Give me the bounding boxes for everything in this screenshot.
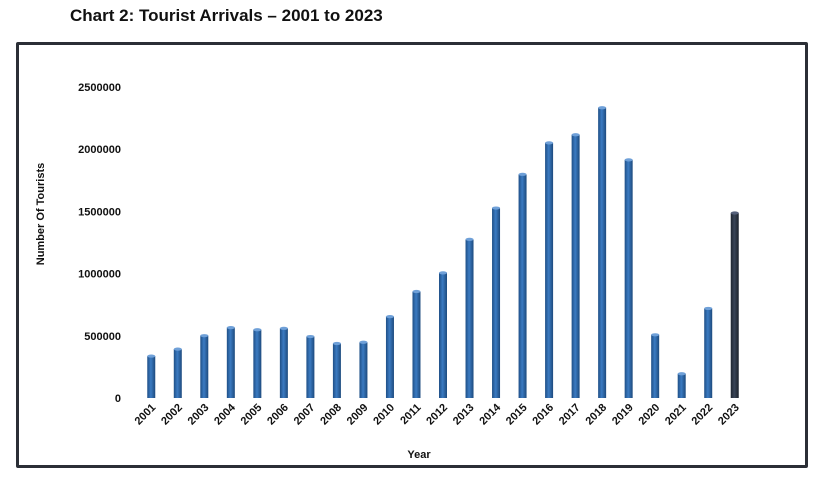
bar-2006	[279, 328, 288, 398]
x-axis-title: Year	[407, 449, 431, 461]
bar-2016	[545, 142, 554, 398]
x-tick-label: 2001	[133, 402, 159, 428]
bar-cap	[518, 172, 527, 176]
bar-cap	[385, 315, 394, 319]
bar-cap	[704, 306, 713, 311]
bar-cap	[651, 333, 660, 337]
bar-cap	[226, 325, 235, 330]
bar-cap	[465, 237, 474, 241]
bar-cap	[730, 211, 739, 215]
bar-cap	[412, 289, 421, 294]
x-tick-label: 2010	[371, 402, 397, 428]
x-tick-label: 2009	[345, 402, 371, 428]
x-tick-label: 2007	[292, 402, 318, 428]
x-tick-label: 2006	[265, 402, 291, 428]
bar-cap	[545, 141, 554, 145]
x-tick-label: 2008	[318, 402, 344, 428]
x-tick-label: 2019	[610, 402, 636, 428]
bar-cap	[147, 354, 156, 358]
bar-cap	[439, 271, 447, 275]
bar-2017	[571, 134, 580, 398]
x-tick-label: 2016	[530, 402, 556, 428]
bar-2002	[173, 349, 182, 398]
bar-2010	[385, 316, 394, 398]
bar-2023	[730, 213, 739, 398]
bar-2004	[226, 327, 235, 398]
bar-cap	[571, 133, 580, 137]
x-tick-label: 2023	[716, 402, 742, 428]
x-tick-label: 2014	[477, 401, 503, 427]
y-tick-label: 0	[115, 393, 121, 405]
bar-cap	[677, 372, 686, 376]
x-tick-label: 2012	[424, 402, 450, 428]
y-tick-label: 500000	[84, 331, 121, 343]
x-tick-label: 2002	[159, 402, 185, 428]
bar-2018	[598, 107, 607, 398]
bar-2019	[624, 159, 633, 398]
chart-heading: Chart 2: Tourist Arrivals – 2001 to 2023	[70, 6, 383, 25]
y-tick-label: 2000000	[78, 144, 121, 156]
bar-cap	[598, 106, 607, 110]
x-tick-label: 2011	[398, 402, 423, 427]
bar-2020	[651, 334, 660, 398]
bar-2014	[492, 208, 501, 398]
bar-cap	[253, 328, 262, 332]
bar-cap	[492, 206, 501, 210]
bar-cap	[173, 347, 182, 351]
x-tick-label: 2021	[663, 402, 689, 428]
y-tick-label: 1500000	[78, 206, 121, 218]
bar-2021	[677, 373, 686, 398]
bar-2013	[465, 239, 474, 398]
bar-cap	[332, 341, 341, 346]
x-tick-label: 2018	[583, 402, 609, 428]
x-tick-label: 2022	[690, 402, 716, 428]
x-tick-label: 2013	[451, 402, 477, 428]
bar-cap	[624, 158, 633, 162]
y-axis-title: Number Of Tourists	[35, 163, 47, 265]
bar-cap	[279, 326, 288, 330]
bar-2007	[306, 336, 315, 398]
bar-2003	[200, 335, 209, 398]
x-tick-label: 2005	[239, 402, 265, 428]
bar-2001	[147, 356, 156, 398]
x-tick-label: 2017	[557, 402, 583, 428]
x-tick-label: 2003	[186, 402, 212, 428]
bar-2008	[332, 343, 341, 398]
bar-2022	[704, 308, 713, 398]
bar-2005	[253, 329, 262, 398]
y-tick-label: 2500000	[78, 82, 121, 94]
x-tick-label: 2015	[504, 402, 530, 428]
x-tick-label: 2004	[212, 401, 238, 427]
bar-2015	[518, 174, 527, 398]
bar-2012	[439, 272, 447, 398]
bar-cap	[200, 334, 209, 338]
bar-2011	[412, 291, 421, 398]
bar-2009	[359, 342, 368, 398]
y-tick-label: 1000000	[78, 269, 121, 281]
bar-cap	[359, 340, 368, 344]
x-tick-label: 2020	[636, 402, 662, 428]
bar-cap	[306, 334, 315, 339]
